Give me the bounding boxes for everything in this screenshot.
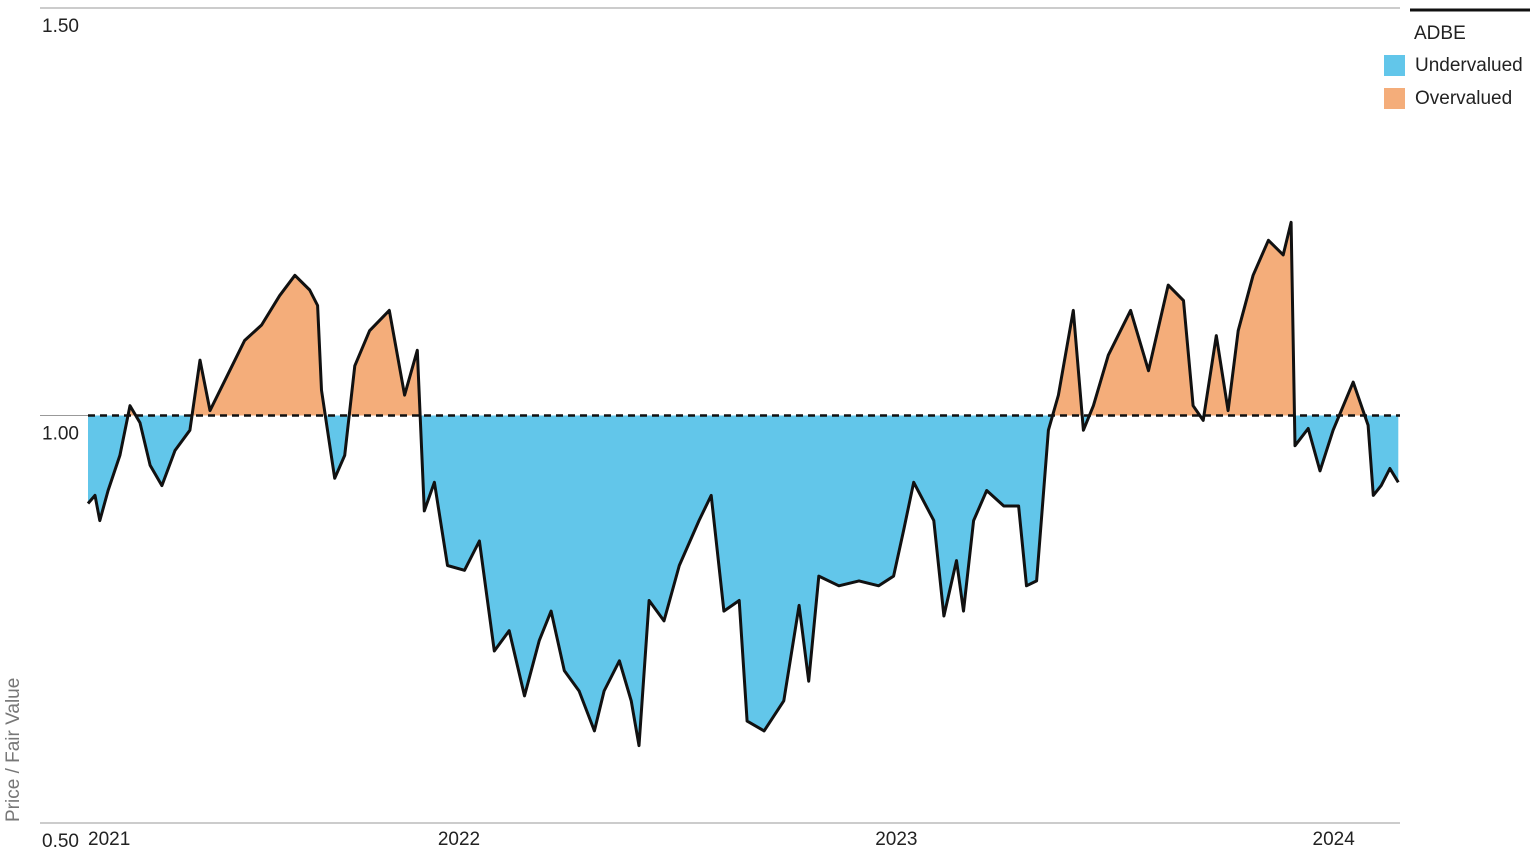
x-tick-label: 2024 — [1313, 829, 1356, 850]
y-tick-label: 1.00 — [42, 424, 79, 445]
legend-label: Undervalued — [1415, 55, 1523, 76]
legend-title: ADBE — [1414, 23, 1466, 44]
x-tick-label: 2021 — [88, 829, 130, 850]
y-axis-title: Price / Fair Value — [3, 678, 24, 822]
legend-swatch — [1384, 88, 1405, 109]
legend-swatch — [1384, 55, 1405, 76]
y-tick-label: 0.50 — [42, 831, 79, 852]
y-tick-label: 1.50 — [42, 16, 79, 37]
price-line — [86, 220, 1400, 748]
x-tick-label: 2023 — [875, 829, 917, 850]
overvalued-area — [88, 222, 1399, 416]
x-tick-label: 2022 — [438, 829, 480, 850]
undervalued-area — [88, 415, 1399, 746]
legend-label: Overvalued — [1415, 88, 1512, 109]
